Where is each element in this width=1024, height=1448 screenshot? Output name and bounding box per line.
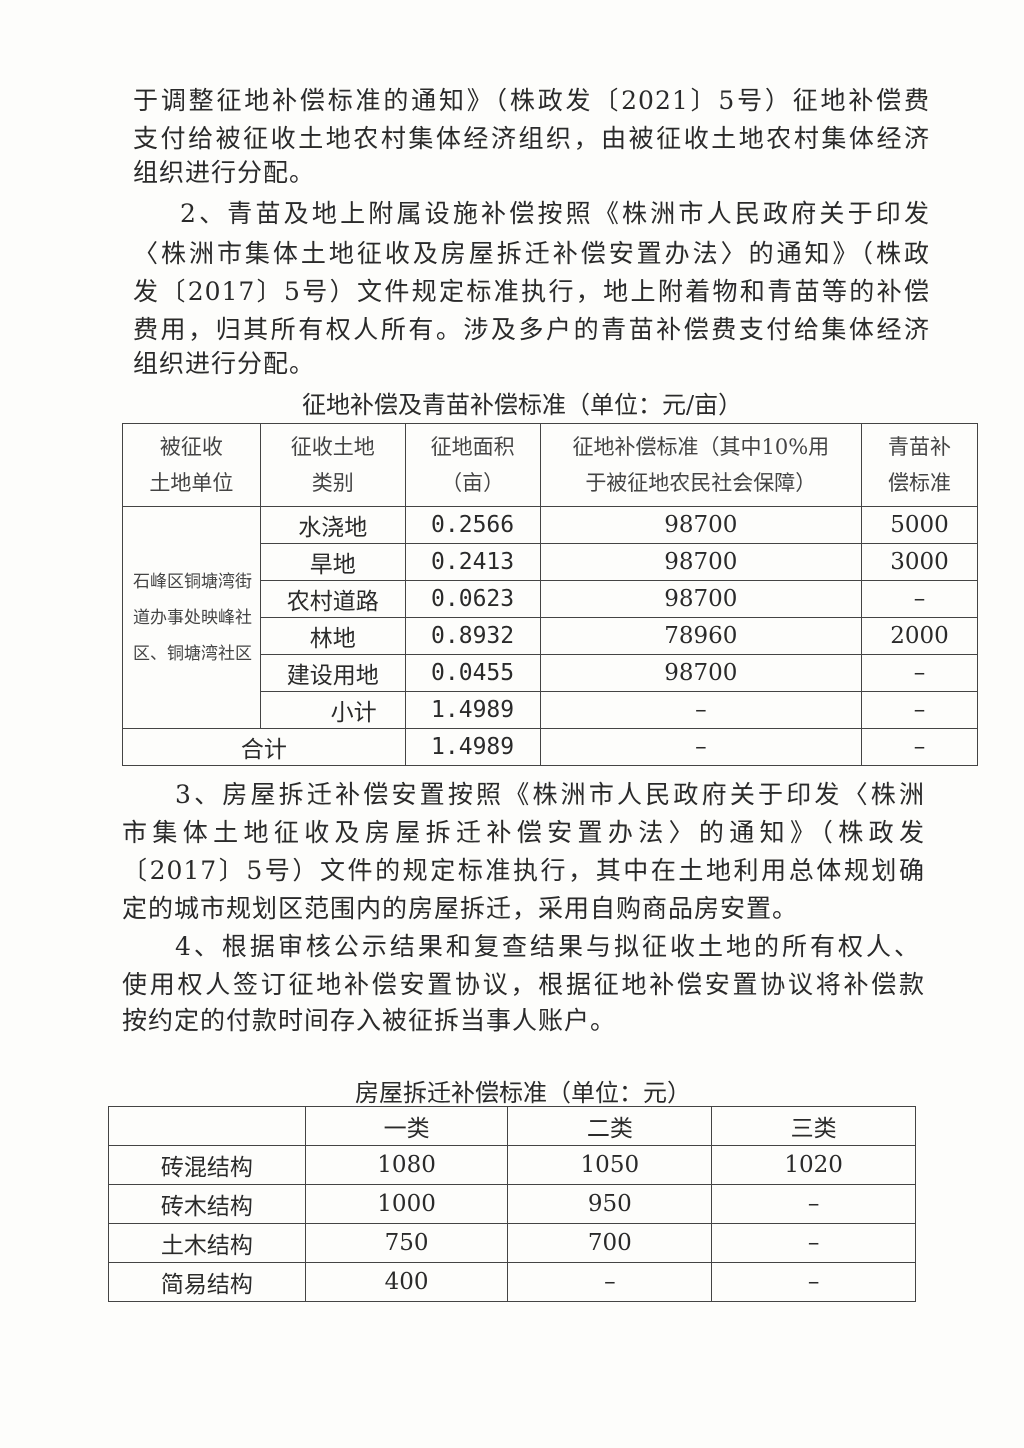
class-2-value: 950 xyxy=(507,1184,713,1224)
standard: – xyxy=(539,691,863,729)
table-row: 农村道路 0.0623 98700 – xyxy=(123,580,978,618)
total-area: 1.4989 xyxy=(404,728,541,766)
area: 0.2413 xyxy=(404,543,541,581)
class-3-value: – xyxy=(711,1184,916,1224)
table-header-row: 被征收 土地单位 征收土地 类别 征地面积 （亩） 征地补偿标准（其中10%用 … xyxy=(122,423,978,507)
crop-standard: 3000 xyxy=(861,543,978,581)
table2-title: 房屋拆迁补偿标准（单位：元） xyxy=(355,1079,691,1107)
total-crop: – xyxy=(861,728,978,766)
subtotal-row: 小计 1.4989 – – xyxy=(123,691,978,729)
total-standard: – xyxy=(539,728,863,766)
class-3-value: – xyxy=(711,1223,916,1263)
table1-title: 征地补偿及青苗补偿标准（单位：元/亩） xyxy=(302,391,743,419)
header-cell: 三类 xyxy=(711,1106,916,1146)
table-row: 石峰区铜塘湾街道办事处映峰社区、铜塘湾社区 水浇地 0.2566 98700 5… xyxy=(122,506,978,729)
crop-standard: – xyxy=(861,654,978,692)
structure-type: 简易结构 xyxy=(108,1262,306,1302)
header-cell: 二类 xyxy=(507,1106,713,1146)
header-cell: 一类 xyxy=(304,1106,509,1146)
header-cell: 被征收 土地单位 xyxy=(122,423,261,507)
unit-name-cell: 石峰区铜塘湾街道办事处映峰社区、铜塘湾社区 xyxy=(122,506,261,729)
text-line: 市集体土地征收及房屋拆迁补偿安置办法〉的通知》（株政发 xyxy=(122,818,925,847)
text-line: 使用权人签订征地补偿安置协议，根据征地补偿安置协议将补偿款 xyxy=(122,970,925,999)
standard: 98700 xyxy=(539,506,863,544)
text-line: 〔2017〕5号）文件的规定标准执行，其中在土地利用总体规划确 xyxy=(122,856,925,885)
header-cell: 征地面积 （亩） xyxy=(404,423,541,507)
class-1-value: 750 xyxy=(304,1223,509,1263)
header-cell: 青苗补 偿标准 xyxy=(861,423,978,507)
table-row: 简易结构 400 – – xyxy=(108,1262,916,1302)
land-compensation-table: 被征收 土地单位 征收土地 类别 征地面积 （亩） 征地补偿标准（其中10%用 … xyxy=(122,423,978,766)
land-type: 农村道路 xyxy=(259,580,406,618)
area: 1.4989 xyxy=(404,691,541,729)
class-1-value: 1080 xyxy=(304,1145,509,1185)
class-3-value: – xyxy=(711,1262,916,1302)
area: 0.0623 xyxy=(404,580,541,618)
text-line: 发〔2017〕5号）文件规定标准执行，地上附着物和青苗等的补偿 xyxy=(133,277,930,306)
crop-standard: 5000 xyxy=(861,506,978,544)
structure-type: 砖木结构 xyxy=(108,1184,306,1224)
text-line: 2、青苗及地上附属设施补偿按照《株洲市人民政府关于印发 xyxy=(180,199,930,228)
area: 0.0455 xyxy=(404,654,541,692)
class-2-value: 700 xyxy=(507,1223,713,1263)
table-header-row: 一类 二类 三类 xyxy=(108,1106,916,1146)
header-cell xyxy=(108,1106,306,1146)
house-compensation-table: 一类 二类 三类 砖混结构 1080 1050 1020 砖木结构 1000 9… xyxy=(108,1106,916,1302)
text-line: 组织进行分配。 xyxy=(133,158,316,187)
text-line: 组织进行分配。 xyxy=(133,349,316,378)
structure-type: 砖混结构 xyxy=(108,1145,306,1185)
text-line: 〈株洲市集体土地征收及房屋拆迁补偿安置办法〉的通知》（株政 xyxy=(133,239,930,268)
total-row: 合计 1.4989 – – xyxy=(122,728,978,766)
crop-standard: 2000 xyxy=(861,617,978,655)
class-2-value: 1050 xyxy=(507,1145,713,1185)
header-cell: 征收土地 类别 xyxy=(259,423,406,507)
standard: 98700 xyxy=(539,543,863,581)
land-type: 水浇地 xyxy=(259,506,406,544)
standard: 78960 xyxy=(539,617,863,655)
text-line: 支付给被征收土地农村集体经济组织，由被征收土地农村集体经济 xyxy=(133,124,930,153)
text-line: 费用，归其所有权人所有。涉及多户的青苗补偿费支付给集体经济 xyxy=(133,315,930,344)
text-line: 4、根据审核公示结果和复查结果与拟征收土地的所有权人、 xyxy=(175,932,920,961)
header-cell: 征地补偿标准（其中10%用 于被征地农民社会保障） xyxy=(539,423,863,507)
table-row: 林地 0.8932 78960 2000 xyxy=(123,617,978,655)
class-2-value: – xyxy=(507,1262,713,1302)
text-line: 定的城市规划区范围内的房屋拆迁，采用自购商品房安置。 xyxy=(122,894,799,923)
land-type: 小计 xyxy=(259,691,406,729)
class-1-value: 1000 xyxy=(304,1184,509,1224)
text-line: 于调整征地补偿标准的通知》（株政发〔2021〕5号）征地补偿费 xyxy=(133,86,930,115)
table-row: 建设用地 0.0455 98700 – xyxy=(123,654,978,692)
text-line: 按约定的付款时间存入被征拆当事人账户。 xyxy=(122,1006,617,1035)
table-row: 土木结构 750 700 – xyxy=(108,1223,916,1263)
structure-type: 土木结构 xyxy=(108,1223,306,1263)
class-3-value: 1020 xyxy=(711,1145,916,1185)
class-1-value: 400 xyxy=(304,1262,509,1302)
area: 0.2566 xyxy=(404,506,541,544)
table-row: 砖混结构 1080 1050 1020 xyxy=(108,1145,916,1185)
land-type: 旱地 xyxy=(259,543,406,581)
table-row: 砖木结构 1000 950 – xyxy=(108,1184,916,1224)
land-type: 林地 xyxy=(259,617,406,655)
crop-standard: – xyxy=(861,691,978,729)
crop-standard: – xyxy=(861,580,978,618)
land-type: 建设用地 xyxy=(259,654,406,692)
standard: 98700 xyxy=(539,580,863,618)
text-line: 3、房屋拆迁补偿安置按照《株洲市人民政府关于印发〈株洲 xyxy=(175,780,925,809)
area: 0.8932 xyxy=(404,617,541,655)
total-label: 合计 xyxy=(122,728,406,766)
standard: 98700 xyxy=(539,654,863,692)
